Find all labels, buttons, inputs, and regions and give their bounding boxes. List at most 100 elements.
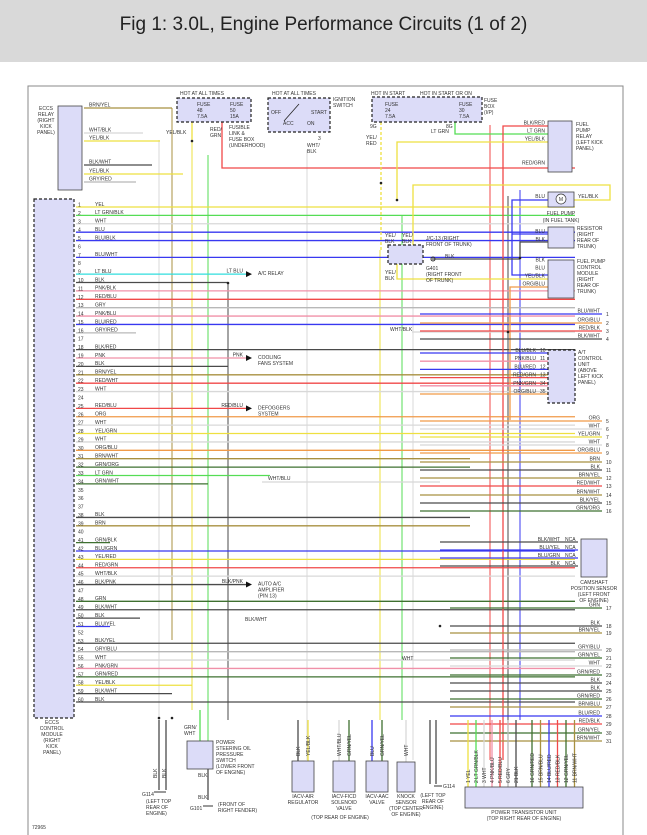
ground-location: REAR OF: [146, 805, 168, 811]
ecm-pin-number: 4: [78, 228, 81, 234]
switch-contact: [283, 103, 300, 122]
wire-label: BLK: [307, 149, 317, 155]
ecm-wire-label: BLK/WHT: [95, 688, 117, 694]
splice-dot: [170, 716, 174, 720]
terminal-number: 24: [606, 681, 612, 687]
terminal-wire-label: ORG/BLU: [577, 318, 600, 324]
fuse-50: 15A: [230, 114, 240, 120]
wire-label: YEL/BLK: [578, 194, 599, 200]
ecm-pin-number: 39: [78, 521, 84, 527]
resistor-label: RESISTOR: [577, 226, 603, 232]
fuse-48: 48: [197, 108, 203, 114]
diagram-frame: [27, 85, 624, 835]
callout-target: (PIN 13): [258, 594, 277, 600]
ecm-pin-number: 5: [78, 236, 81, 242]
at-control-label: PANEL): [578, 380, 596, 386]
ecm-pin-number: 47: [78, 588, 84, 594]
callout-target: COOLING: [258, 355, 281, 361]
ecm-pin-number: 40: [78, 530, 84, 536]
ecm-pin-number: 11: [78, 286, 83, 292]
ecm-wire-label: BLK: [95, 613, 105, 619]
ecm-wire-label: BLK: [95, 277, 105, 283]
terminal-wire-label: BLK: [591, 465, 601, 471]
pin-label: NCA: [565, 537, 576, 543]
terminal-wire-label: GRN/YEL: [578, 653, 600, 659]
ecm-wire-label: BLU: [95, 227, 105, 233]
ecm-pin-number: 22: [78, 379, 84, 385]
ecm-wire-label: YEL/GRN: [95, 428, 117, 434]
relay-wire-label: BRN/YEL: [89, 103, 111, 109]
splice-dot: [379, 181, 383, 185]
ecm-pin-number: 31: [78, 454, 84, 460]
ecm-wire-label: RED/BLU: [95, 294, 117, 300]
ecm-pin-number: 1: [78, 203, 81, 209]
ecm-wire-label: GRN: [95, 596, 107, 602]
terminal-number: 19: [606, 631, 612, 637]
camshaft-label: (LEFT FRONT: [578, 592, 610, 598]
terminal-wire-label: GRY/BLU: [578, 645, 600, 651]
ignition-label: SWITCH: [333, 103, 353, 109]
ecm-pin-number: 29: [78, 437, 84, 443]
iacv-group-label: (TOP REAR OF ENGINE): [311, 815, 369, 821]
terminal-wire-label: GRN/RED: [577, 670, 600, 676]
ground-name: G114: [142, 792, 154, 798]
ecm-wire-label: LT BLU: [95, 269, 112, 275]
ecm-pin-number: 8: [78, 261, 81, 267]
terminal-wire-label: BRN/WHT: [577, 490, 600, 496]
ecm-pin-number: 49: [78, 605, 84, 611]
splice-dot: [438, 624, 442, 628]
eccs-relay-box: [57, 105, 83, 191]
iacv-2: [365, 760, 389, 793]
wire-label: YEL/BLK: [525, 274, 546, 280]
ecm-pin-number: 24: [78, 395, 84, 401]
ecm-pin-number: 54: [78, 647, 84, 653]
knock-label: KNOCK: [397, 794, 415, 800]
ecm-pin-number: 30: [78, 446, 84, 452]
camshaft-sensor: [580, 538, 608, 578]
ecm-pin-number: 48: [78, 597, 84, 603]
knock-label: SENSOR: [395, 800, 417, 806]
ecm-wire-label: WHT/BLK: [95, 571, 118, 577]
terminal-number: 23: [606, 673, 612, 679]
terminal-number: 16: [606, 509, 612, 515]
ignition-label: IGNITION: [333, 97, 356, 103]
wire: [454, 122, 548, 135]
ecm-pin-number: 50: [78, 614, 84, 620]
wire: [221, 122, 575, 169]
relay-wire-label: GRY/RED: [89, 177, 112, 183]
g401-label: OF TRUNK): [426, 278, 453, 284]
terminal-number: 18: [606, 624, 612, 630]
wire-label: WHT/BLU: [337, 733, 343, 756]
resistor-box: [547, 226, 575, 249]
terminal-number: 2: [606, 321, 609, 327]
at-control-label: CONTROL: [578, 356, 603, 362]
at-control-label: UNIT: [578, 362, 590, 368]
ps-switch-label: (LOWER FRONT: [216, 764, 255, 770]
terminal-number: 20: [606, 648, 612, 654]
ecm-pin-number: 37: [78, 505, 84, 511]
relay-wire-label: WHT/BLK: [89, 128, 112, 134]
ecm-pin-number: 33: [78, 471, 84, 477]
terminal-number: 15: [606, 501, 612, 507]
switch-pos: ACC: [283, 121, 294, 127]
wire-label: YEL/: [366, 135, 377, 141]
pin-number: 9G: [370, 124, 377, 130]
fuel-pump-control-module: [547, 259, 575, 299]
wire-label: RED/: [210, 127, 223, 133]
wire-label: BLK: [198, 773, 208, 779]
pin-number: 13: [540, 373, 546, 379]
ignition-switch-box: [267, 97, 331, 133]
fuse-box-ip-label: BOX: [484, 104, 495, 110]
splice-dot: [506, 330, 510, 334]
resistor-label: REAR OF: [577, 238, 599, 244]
terminal-number: 17: [606, 606, 612, 612]
figure-number: 72965: [32, 825, 46, 831]
wire: [511, 199, 548, 276]
ground-location: (LEFT TOP: [146, 799, 172, 805]
ecm-pin-number: 45: [78, 572, 84, 578]
terminal-wire-label: BLU/RED: [578, 711, 600, 717]
callout-target: DEFOGGERS: [258, 405, 291, 411]
ecm-wire-label: GRN/RED: [95, 672, 118, 678]
terminal-number: 8: [606, 443, 609, 449]
wire-label: BLU: [370, 746, 376, 756]
